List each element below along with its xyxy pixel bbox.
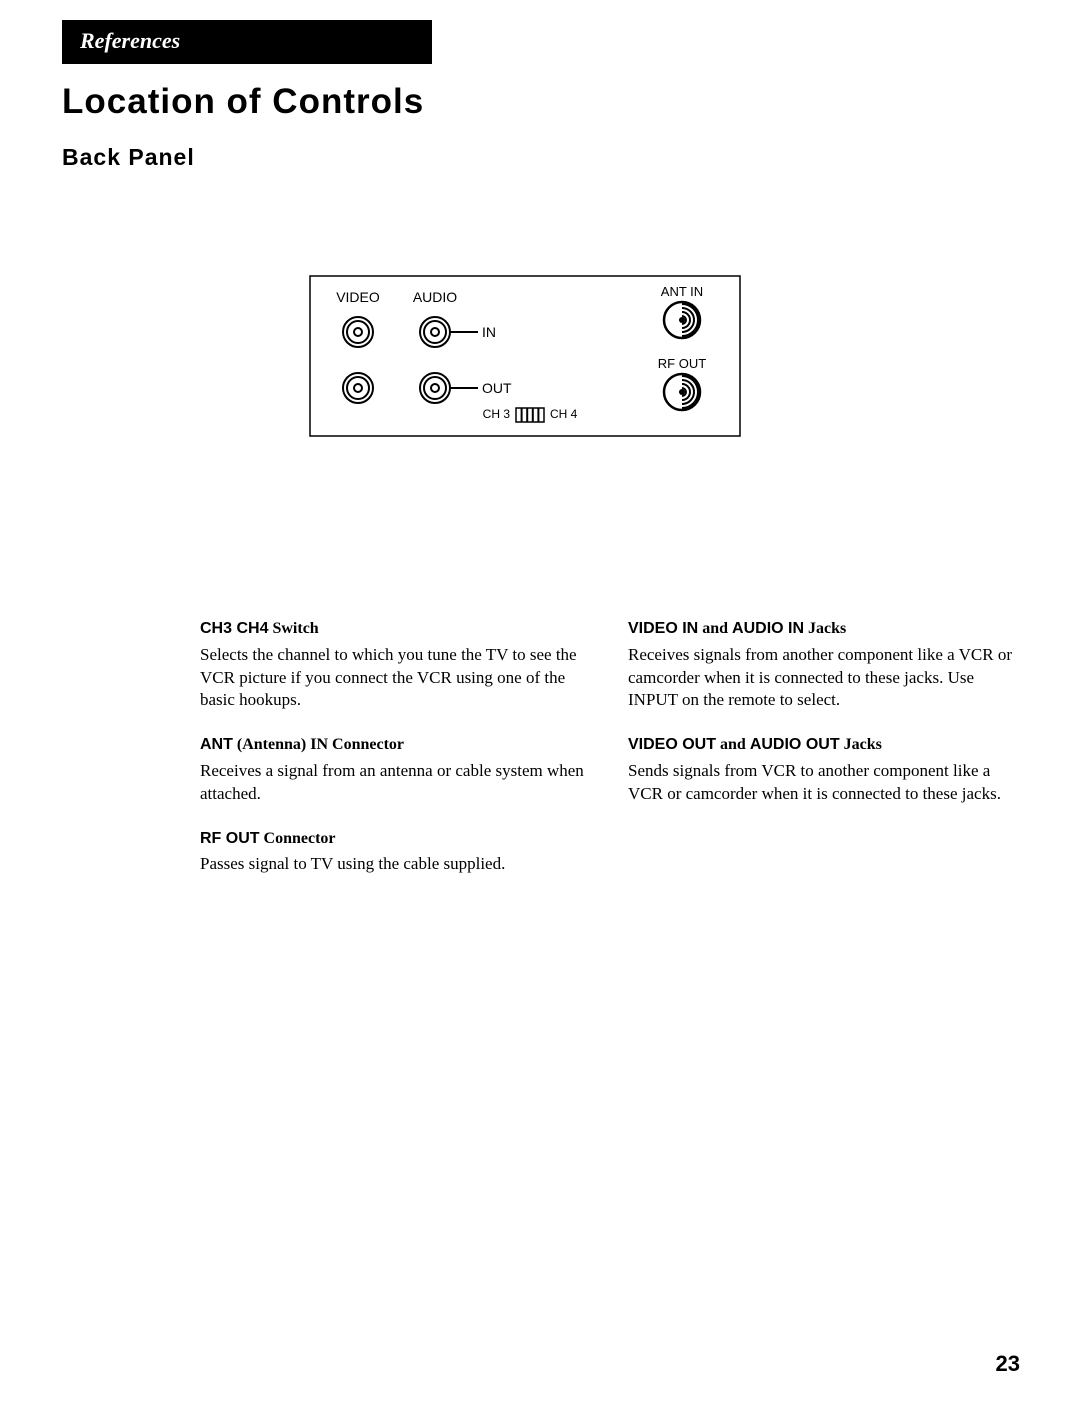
block-title: VIDEO OUT and AUDIO OUT Jacks bbox=[628, 734, 1020, 756]
svg-text:VIDEO: VIDEO bbox=[336, 289, 380, 305]
description-block: VIDEO IN and AUDIO IN Jacks Receives sign… bbox=[628, 618, 1020, 712]
back-panel-diagram: VIDEO AUDIO IN OUT CH 3 CH 4 ANT IN RF OUT bbox=[300, 271, 1080, 446]
page-title: Location of Controls bbox=[62, 82, 1080, 122]
diagram-svg: VIDEO AUDIO IN OUT CH 3 CH 4 ANT IN RF OUT bbox=[300, 271, 750, 441]
description-block: VIDEO OUT and AUDIO OUT Jacks Sends signa… bbox=[628, 734, 1020, 805]
block-body: Sends signals from VCR to another compon… bbox=[628, 760, 1020, 806]
page-number: 23 bbox=[996, 1351, 1020, 1377]
svg-text:ANT IN: ANT IN bbox=[661, 284, 703, 299]
section-banner: References bbox=[62, 20, 432, 64]
svg-text:CH 4: CH 4 bbox=[550, 407, 578, 421]
block-title: CH3 CH4 Switch bbox=[200, 618, 592, 640]
right-column: VIDEO IN and AUDIO IN Jacks Receives sign… bbox=[628, 618, 1020, 898]
description-columns: CH3 CH4 Switch Selects the channel to whi… bbox=[200, 618, 1020, 898]
svg-text:RF OUT: RF OUT bbox=[658, 356, 706, 371]
block-body: Receives a signal from an antenna or cab… bbox=[200, 760, 592, 806]
svg-text:AUDIO: AUDIO bbox=[413, 289, 457, 305]
block-body: Passes signal to TV using the cable supp… bbox=[200, 853, 592, 876]
left-column: CH3 CH4 Switch Selects the channel to whi… bbox=[200, 618, 592, 898]
svg-text:OUT: OUT bbox=[482, 380, 512, 396]
description-block: CH3 CH4 Switch Selects the channel to whi… bbox=[200, 618, 592, 712]
block-title: RF OUT Connector bbox=[200, 828, 592, 850]
subheading: Back Panel bbox=[62, 144, 1080, 171]
block-title: VIDEO IN and AUDIO IN Jacks bbox=[628, 618, 1020, 640]
block-body: Selects the channel to which you tune th… bbox=[200, 644, 592, 713]
svg-text:IN: IN bbox=[482, 324, 496, 340]
block-body: Receives signals from another component … bbox=[628, 644, 1020, 713]
description-block: RF OUT Connector Passes signal to TV usin… bbox=[200, 828, 592, 877]
svg-text:CH 3: CH 3 bbox=[483, 407, 511, 421]
block-title: ANT (Antenna) IN Connector bbox=[200, 734, 592, 756]
description-block: ANT (Antenna) IN Connector Receives a sig… bbox=[200, 734, 592, 805]
